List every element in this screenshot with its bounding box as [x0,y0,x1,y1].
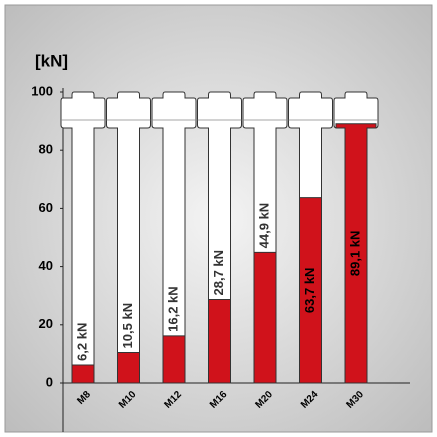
value-label: 16,2 kN [165,286,180,332]
value-label: 28,7 kN [211,250,226,296]
bar [208,298,231,384]
value-label: 10,5 kN [120,303,135,349]
y-tick-label: 100 [31,83,53,98]
y-axis-label: [kN] [35,51,68,70]
bar [71,364,95,384]
y-tick-label: 20 [39,316,53,331]
y-tick-label: 40 [39,258,53,273]
value-label: 63,7 kN [302,268,317,314]
bar [299,197,322,384]
y-tick-label: 0 [46,374,53,389]
y-tick-label: 80 [39,142,53,157]
y-tick-label: 60 [39,200,53,215]
bar [253,251,277,384]
bar [162,335,186,384]
value-label: 89,1 kN [347,231,362,277]
bar [117,351,140,384]
value-label: 6,2 kN [74,323,89,361]
value-label: 44,9 kN [256,203,271,249]
bar [335,123,377,384]
